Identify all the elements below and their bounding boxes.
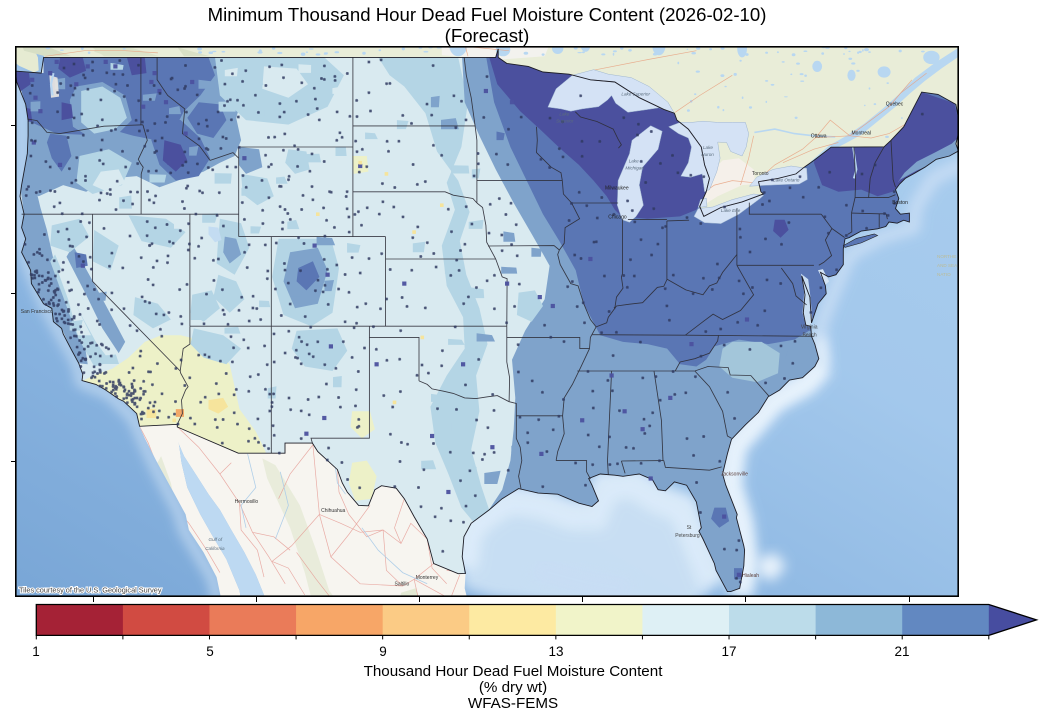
svg-text:Tiles courtesy of the U.S. Geo: Tiles courtesy of the U.S. Geological Su… [19, 586, 162, 595]
svg-text:Saltillo: Saltillo [395, 582, 410, 588]
svg-text:Chihuahua: Chihuahua [321, 508, 345, 514]
svg-text:Gulf of: Gulf of [209, 537, 223, 542]
svg-text:Toronto: Toronto [752, 171, 769, 177]
svg-text:Monterrey: Monterrey [416, 575, 439, 581]
svg-text:Superior: Superior [556, 118, 574, 123]
svg-text:Milwaukee: Milwaukee [605, 186, 629, 192]
svg-text:Virginia: Virginia [801, 324, 818, 330]
svg-text:Jacksonville: Jacksonville [721, 472, 748, 478]
svg-text:Lake: Lake [629, 159, 639, 164]
svg-text:NATIO: NATIO [937, 272, 951, 277]
svg-text:Lake: Lake [559, 112, 569, 117]
svg-text:Beach: Beach [803, 332, 817, 338]
svg-text:California: California [205, 546, 225, 551]
svg-text:Chicago: Chicago [608, 215, 627, 221]
svg-text:Lake Ontario: Lake Ontario [773, 178, 800, 183]
svg-text:Huron: Huron [701, 152, 714, 157]
svg-text:San Francisco: San Francisco [21, 309, 53, 315]
svg-text:Boston: Boston [892, 200, 908, 206]
svg-text:Hermosillo: Hermosillo [235, 499, 259, 505]
svg-text:Ottawa: Ottawa [811, 134, 827, 140]
svg-text:Quebec: Quebec [886, 102, 904, 108]
svg-text:Lake Erie: Lake Erie [721, 208, 741, 213]
svg-text:St: St [687, 525, 692, 531]
svg-text:Lake: Lake [703, 145, 713, 150]
svg-text:Petersburg: Petersburg [675, 533, 700, 539]
svg-text:Michigan: Michigan [625, 165, 644, 170]
svg-text:Hialeah: Hialeah [742, 573, 759, 579]
svg-text:AND SEA: AND SEA [937, 263, 958, 268]
svg-text:Montreal: Montreal [852, 131, 871, 137]
svg-text:Lake Superior: Lake Superior [621, 92, 650, 97]
svg-text:NORTHE: NORTHE [937, 254, 956, 259]
